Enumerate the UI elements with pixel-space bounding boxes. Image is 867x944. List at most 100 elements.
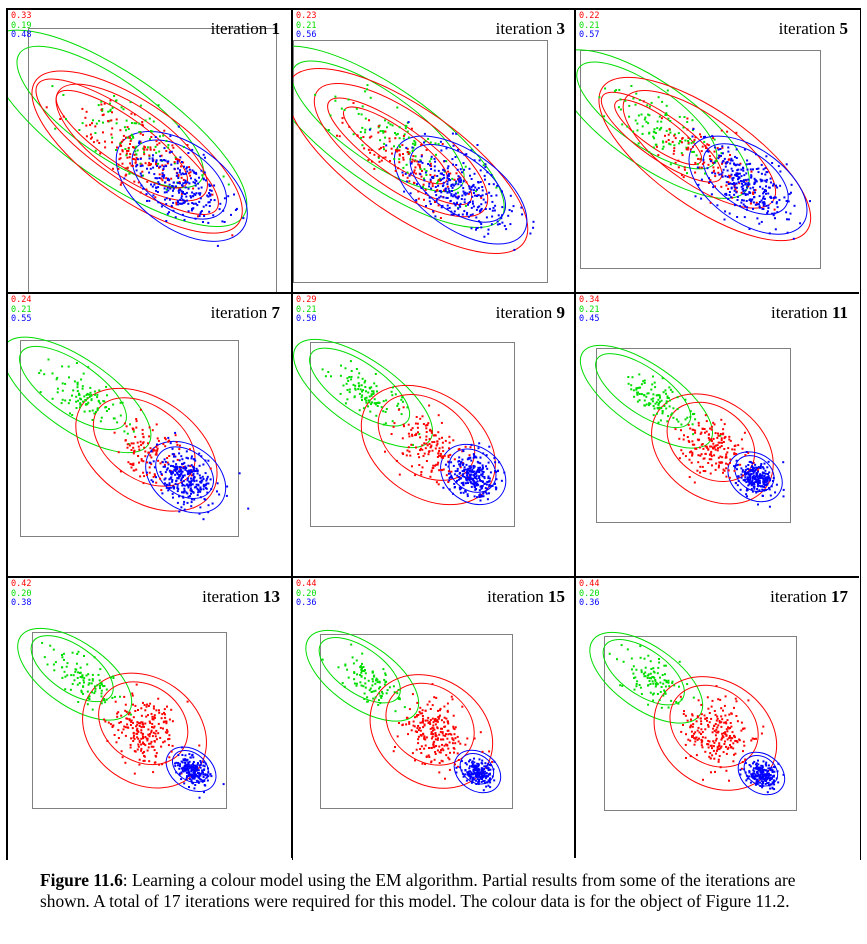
green-data-points (321, 643, 406, 713)
red-weight: 0.34 (579, 295, 600, 305)
iteration-number: 17 (831, 587, 848, 606)
iteration-number: 3 (556, 19, 566, 38)
red-component-ellipse (82, 672, 207, 789)
blue-weight: 0.45 (579, 314, 600, 324)
mixture-weights: 0.44 0.20 0.36 (579, 579, 600, 609)
scatter-plot (8, 336, 250, 537)
grid-divider (8, 576, 859, 578)
scatter-plot (589, 631, 797, 811)
green-weight: 0.21 (579, 20, 600, 31)
green-data-points (51, 85, 230, 191)
blue-component-ellipse-inner (131, 139, 228, 220)
red-component-ellipse (293, 67, 529, 255)
iteration-label: iteration 9 (496, 303, 565, 323)
scatter-plot (293, 338, 515, 527)
green-component-ellipse (305, 629, 420, 722)
red-weight: 0.23 (296, 11, 317, 21)
green-component-ellipse (589, 631, 704, 724)
red-data-points (674, 414, 760, 484)
iteration-number: 11 (831, 303, 848, 322)
green-weight: 0.21 (579, 304, 600, 315)
iteration-label: iteration 11 (771, 303, 848, 323)
plot-frame (320, 634, 513, 809)
iteration-label: iteration 17 (770, 587, 848, 607)
green-component-ellipse-inner (318, 637, 401, 704)
em-iteration-panel: 0.44 0.20 0.36 iteration 15 (293, 578, 577, 862)
grid-divider (291, 10, 293, 858)
green-component-ellipse (8, 29, 248, 228)
em-iteration-panel: 0.34 0.21 0.45 iteration 11 (576, 294, 860, 578)
red-component-ellipse-inner (622, 90, 777, 209)
em-iteration-panel: 0.23 0.21 0.56 iteration 3 (293, 10, 577, 294)
blue-data-points (442, 442, 506, 502)
iteration-word: iteration (210, 19, 268, 38)
green-data-points (321, 360, 421, 446)
blue-component-ellipse (737, 751, 786, 796)
scatter-plot (576, 49, 821, 269)
red-component-ellipse-inner (385, 682, 475, 766)
plot-frame (310, 342, 515, 527)
iteration-label: iteration 15 (487, 587, 565, 607)
red-component-ellipse (75, 387, 218, 512)
scatter-plot (8, 28, 277, 293)
blue-component-ellipse-inner (702, 143, 789, 215)
blue-weight: 0.57 (579, 30, 600, 40)
scatter-plot (579, 344, 791, 523)
red-weight: 0.44 (296, 579, 317, 589)
mixture-weights: 0.29 0.21 0.50 (296, 295, 316, 325)
green-data-points (38, 358, 135, 445)
blue-data-points (455, 757, 496, 792)
green-weight: 0.20 (296, 588, 317, 599)
em-iteration-panel: 0.24 0.21 0.55 iteration 7 (8, 294, 292, 578)
red-component-ellipse-extra-inner (55, 89, 189, 189)
iteration-number: 1 (271, 19, 281, 38)
red-data-points (392, 683, 494, 780)
green-component-ellipse (8, 336, 152, 454)
iteration-number: 7 (271, 303, 281, 322)
red-data-points (336, 102, 483, 219)
mixture-weights: 0.33 0.19 0.48 (11, 11, 31, 41)
green-data-points (627, 373, 722, 437)
green-data-points (598, 85, 749, 187)
red-component-ellipse-inner (669, 684, 759, 768)
mixture-weights: 0.24 0.21 0.55 (11, 295, 31, 325)
iteration-label: iteration 13 (202, 587, 280, 607)
red-data-points (113, 408, 212, 492)
blue-weight: 0.36 (579, 598, 600, 608)
scatter-plot (17, 627, 227, 809)
red-weight: 0.22 (579, 11, 600, 21)
red-component-ellipse-inner (313, 83, 489, 218)
plot-frame (580, 50, 821, 269)
mixture-weights: 0.34 0.21 0.45 (579, 295, 600, 325)
green-weight: 0.21 (296, 20, 317, 31)
blue-data-points (733, 451, 785, 508)
blue-weight: 0.36 (296, 598, 317, 608)
plot-frame (596, 348, 791, 523)
iteration-label: iteration 3 (496, 19, 565, 39)
red-component-ellipse-extra (35, 78, 219, 216)
iteration-word: iteration (495, 303, 553, 322)
iteration-word: iteration (778, 19, 836, 38)
blue-data-points (123, 125, 245, 247)
red-data-points (679, 685, 765, 782)
iteration-word: iteration (487, 587, 544, 606)
blue-data-points (368, 121, 535, 251)
em-iteration-panel: 0.22 0.21 0.57 iteration 5 (576, 10, 860, 294)
iteration-label: iteration 5 (779, 19, 848, 39)
green-component-ellipse-inner (30, 635, 114, 703)
em-iteration-panel: 0.42 0.20 0.38 iteration 13 (8, 578, 292, 862)
red-component-ellipse-extra (327, 97, 473, 206)
green-weight: 0.20 (11, 588, 32, 599)
figure-label: Figure 11.6 (40, 870, 123, 890)
blue-data-points (145, 431, 250, 521)
blue-data-points (739, 759, 785, 794)
green-component-ellipse-inner (16, 45, 205, 189)
mixture-weights: 0.23 0.21 0.56 (296, 11, 317, 41)
blue-component-ellipse (145, 440, 227, 514)
red-component-ellipse-inner (55, 83, 208, 202)
caption-text: : Learning a colour model using the EM a… (40, 870, 796, 911)
mixture-weights: 0.44 0.20 0.36 (296, 579, 317, 609)
green-component-ellipse (293, 338, 434, 449)
green-component-ellipse-inner (595, 353, 692, 429)
red-component-ellipse (31, 70, 243, 234)
